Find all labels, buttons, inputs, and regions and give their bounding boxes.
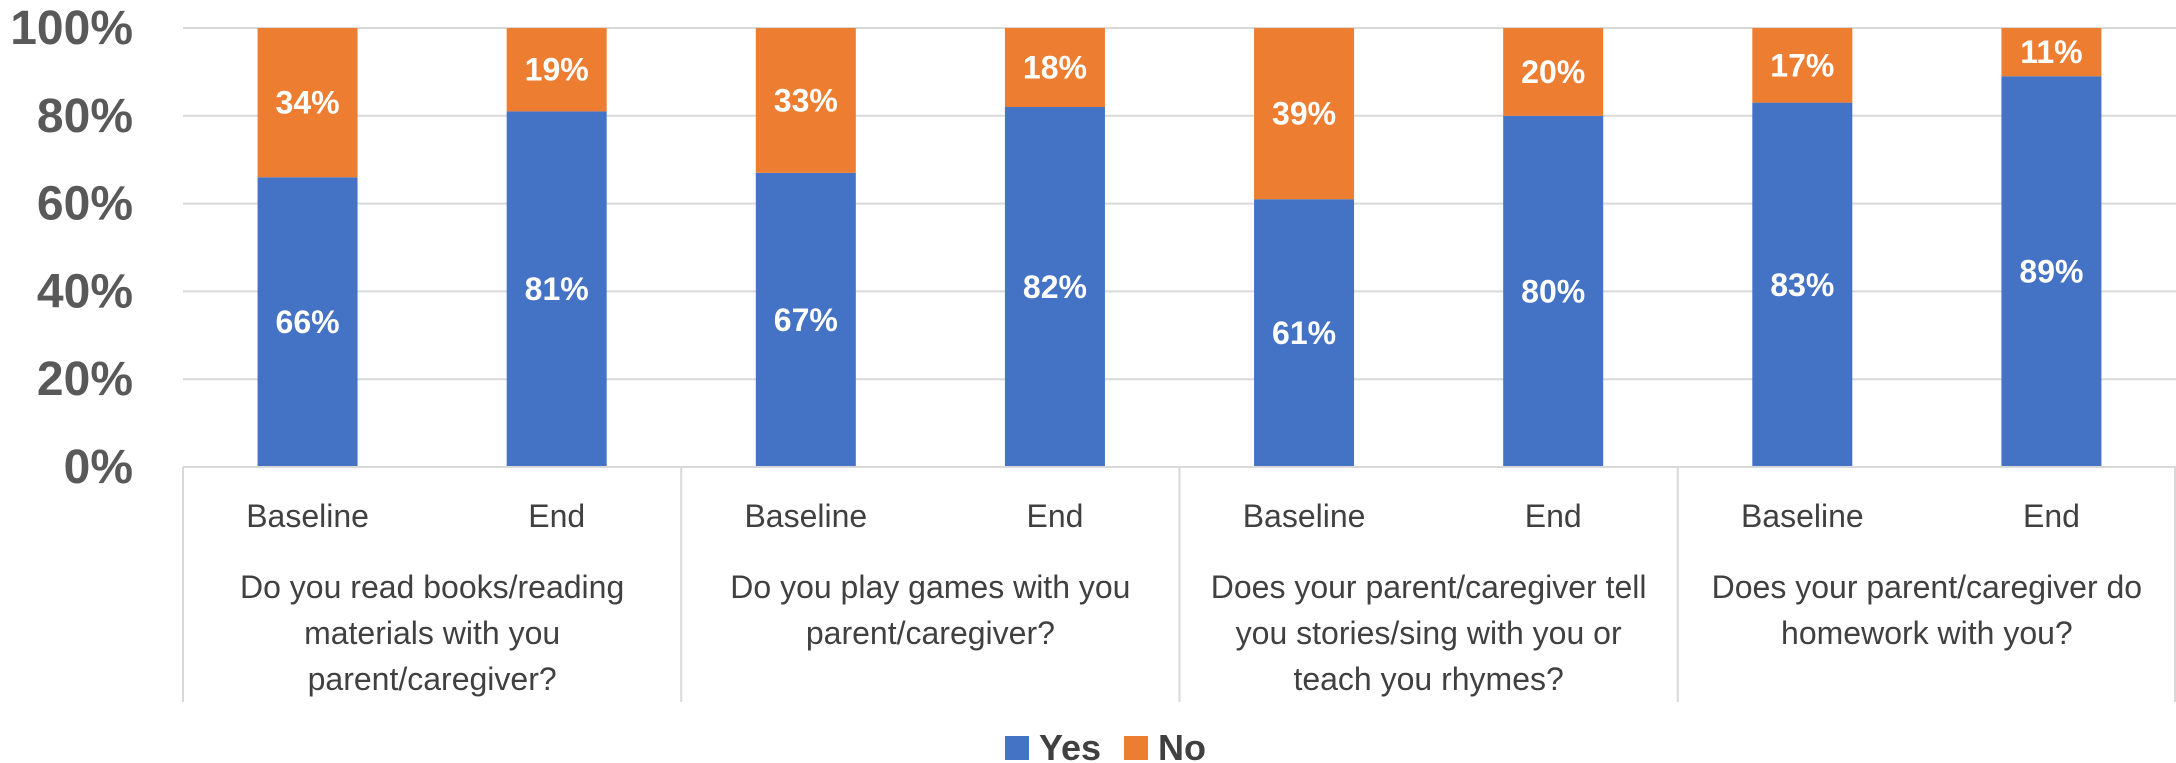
category-label: End <box>1026 498 1083 534</box>
data-label: 82% <box>1023 269 1087 305</box>
data-label: 18% <box>1023 50 1087 86</box>
bar-segment-no <box>1752 28 1853 103</box>
data-label: 61% <box>1272 315 1336 351</box>
group-label-line: Does your parent/caregiver do <box>1712 569 2142 605</box>
category-label: Baseline <box>1741 498 1864 534</box>
y-tick-label: 0% <box>64 441 133 494</box>
data-label: 67% <box>774 302 838 338</box>
data-label: 34% <box>276 85 340 121</box>
legend-label-no: No <box>1158 727 1206 763</box>
group-label-line: Do you read books/reading <box>240 569 624 605</box>
group-label-line: teach you rhymes? <box>1293 661 1563 697</box>
bar-segment-no <box>755 28 856 173</box>
category-labels: Baseline End Baseline End Baseline End Baselin… <box>246 498 2080 534</box>
category-label: Baseline <box>1243 498 1366 534</box>
group-label-line: Does your parent/caregiver tell <box>1211 569 1647 605</box>
bar-segment-no <box>506 28 607 112</box>
category-axis <box>182 466 2176 702</box>
bar-segment-yes <box>506 111 607 467</box>
category-label: End <box>528 498 585 534</box>
data-label: 11% <box>2020 34 2082 70</box>
group-label-line: Do you play games with you <box>730 569 1130 605</box>
legend-swatch-no <box>1124 736 1148 760</box>
bar-segment-no <box>257 28 358 178</box>
y-tick-label: 80% <box>37 90 133 143</box>
data-label: 80% <box>1521 273 1585 309</box>
data-label: 19% <box>525 52 589 88</box>
category-label: Baseline <box>246 498 369 534</box>
y-tick-label: 60% <box>37 178 133 231</box>
legend: Yes No <box>1005 727 1206 763</box>
group-label-line: parent/caregiver? <box>806 615 1055 651</box>
group-label-line: materials with you <box>304 615 560 651</box>
y-axis-ticks: 0% 20% 40% 60% 80% 100% <box>10 2 133 494</box>
bar-segment-yes <box>1004 107 1105 468</box>
data-label: 89% <box>2019 254 2083 290</box>
bar-segment-yes <box>1752 102 1853 467</box>
y-tick-label: 20% <box>37 353 133 406</box>
bar-segment-no <box>1254 28 1355 200</box>
data-label: 81% <box>525 271 589 307</box>
y-tick-label: 100% <box>10 2 133 55</box>
category-label: End <box>2023 498 2080 534</box>
bar-segment-no <box>1004 28 1105 108</box>
group-labels: Do you read books/reading materials with … <box>240 569 2142 697</box>
y-tick-label: 40% <box>37 265 133 318</box>
bar-segment-yes <box>257 177 358 467</box>
group-label-line: parent/caregiver? <box>308 661 557 697</box>
bar-segment-yes <box>2001 76 2102 467</box>
bar-segment-yes <box>755 172 856 467</box>
data-label: 83% <box>1770 267 1834 303</box>
data-label: 33% <box>774 82 838 118</box>
group-label-line: you stories/sing with you or <box>1236 615 1622 651</box>
bar-segment-yes <box>1254 199 1355 467</box>
bar-segment-no <box>1503 28 1604 116</box>
bar-segment-no <box>2001 28 2102 77</box>
legend-swatch-yes <box>1005 736 1029 760</box>
data-label: 20% <box>1521 54 1585 90</box>
gridlines <box>183 27 2176 381</box>
category-label: End <box>1525 498 1582 534</box>
data-label: 17% <box>1770 47 1834 83</box>
data-label: 39% <box>1272 96 1336 132</box>
group-label-line: homework with you? <box>1781 615 2073 651</box>
data-label: 66% <box>276 304 340 340</box>
category-label: Baseline <box>744 498 867 534</box>
bars: 66% 34% 81% 19% 67% 33% 82% 18% 61% 39% 80% 20% 83% 1… <box>257 28 2102 468</box>
bar-segment-yes <box>1503 115 1604 468</box>
legend-label-yes: Yes <box>1039 727 1101 763</box>
